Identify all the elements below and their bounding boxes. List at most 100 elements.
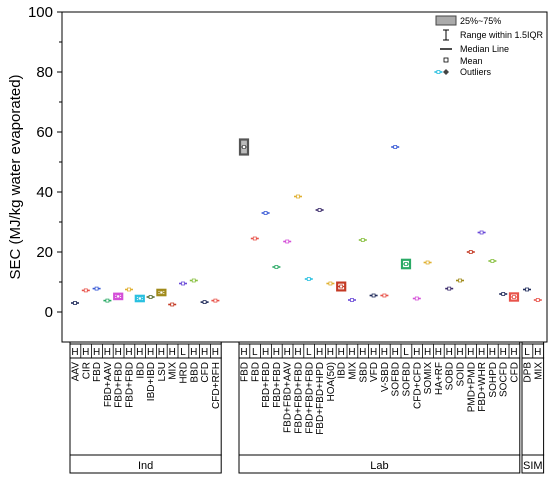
mean-marker — [425, 260, 430, 265]
mean-marker — [181, 281, 185, 286]
mean-marker — [159, 290, 164, 295]
mean-marker — [501, 292, 506, 296]
legend-label: Median Line — [460, 44, 509, 54]
level-label: H — [284, 347, 291, 358]
level-label: H — [169, 347, 176, 358]
mean-marker — [436, 70, 441, 74]
mean-marker — [414, 296, 419, 301]
mean-marker — [202, 300, 207, 305]
level-label: H — [104, 347, 111, 358]
category-label: FBD+FBD — [272, 362, 283, 408]
legend-mean-swatch — [443, 57, 449, 63]
level-label: H — [294, 347, 301, 358]
mean-marker — [360, 238, 365, 242]
legend-box-swatch — [435, 15, 457, 26]
mean-marker — [468, 250, 473, 254]
level-label: H — [392, 347, 399, 358]
mean-marker — [382, 293, 387, 298]
category-label: FBD+FBD — [125, 362, 136, 408]
category-label: FBD — [92, 362, 103, 382]
category-label: FBD+FBD+FBD — [304, 362, 315, 434]
category-label: AAV — [71, 362, 82, 382]
category-label: SBD — [358, 362, 369, 383]
category-label: CFD — [510, 362, 521, 383]
category-label: FBD+WHR — [477, 362, 488, 412]
category-label: FBD+AAV — [103, 362, 114, 407]
mean-marker — [328, 281, 333, 286]
y-tick-label: 20 — [36, 244, 53, 261]
category-label: HOA(50) — [326, 362, 337, 401]
mean-marker — [512, 295, 516, 299]
mean-marker — [213, 298, 218, 303]
y-tick-label: 40 — [36, 184, 53, 201]
mean-marker — [317, 208, 322, 212]
plot-frame — [61, 11, 548, 343]
mean-marker — [285, 239, 290, 244]
category-label: IBD — [135, 362, 146, 379]
mean-marker — [296, 194, 300, 199]
category-label: SOID — [456, 362, 467, 386]
mean-marker — [127, 287, 131, 292]
legend-outlier-swatch — [443, 69, 449, 75]
mean-marker — [116, 294, 121, 299]
category-label: LSU — [157, 362, 168, 381]
mean-marker — [274, 265, 279, 269]
level-label: L — [252, 347, 258, 358]
level-label: H — [158, 347, 165, 358]
category-label: FBD+FBD+HPD — [315, 362, 326, 435]
category-label: MIX — [348, 362, 359, 380]
y-tick-label: 80 — [36, 64, 53, 81]
level-label: H — [534, 347, 541, 358]
y-tick-label: 100 — [28, 4, 53, 21]
mean-marker — [404, 262, 408, 266]
level-label: H — [212, 347, 219, 358]
level-label: H — [489, 347, 496, 358]
level-label: L — [180, 347, 186, 358]
level-label: H — [370, 347, 377, 358]
group-row-frame — [521, 454, 545, 474]
level-label: H — [190, 347, 197, 358]
mean-marker — [393, 145, 398, 149]
group-row-frame — [69, 454, 222, 474]
level-label: H — [93, 347, 100, 358]
mean-marker — [148, 295, 153, 299]
category-label: MIX — [168, 362, 179, 380]
mean-marker — [94, 286, 99, 291]
mean-marker — [137, 296, 142, 301]
level-label: H — [273, 347, 280, 358]
legend-label: Outliers — [460, 67, 492, 77]
level-label: H — [510, 347, 517, 358]
group-label: Ind — [138, 460, 153, 472]
y-axis-title: SEC (MJ/kg water evaporated) — [7, 74, 24, 279]
level-label: H — [201, 347, 208, 358]
mean-marker — [170, 302, 175, 307]
mean-marker — [479, 230, 484, 235]
mean-marker — [306, 277, 311, 281]
level-label: H — [435, 347, 442, 358]
group-row-frame — [238, 454, 521, 474]
legend-label: 25%~75% — [460, 16, 501, 26]
legend-label: Mean — [460, 56, 483, 66]
level-label: H — [413, 347, 420, 358]
group-label: Lab — [370, 460, 388, 472]
category-label: SOFBD — [391, 362, 402, 396]
category-label: SOHPD — [488, 362, 499, 398]
category-label: DPB — [523, 362, 534, 383]
mean-marker — [73, 301, 77, 305]
category-label: SOMIX — [423, 362, 434, 395]
y-tick-label: 0 — [45, 304, 53, 321]
category-label: CFD — [200, 362, 211, 383]
level-label: H — [467, 347, 474, 358]
category-label: FBD+FBD+AAV — [283, 362, 294, 433]
category-label: SOBD — [445, 362, 456, 390]
plot-area: 0 20 40 60 80 100 SEC (MJ/kg water evaporated) — [7, 4, 548, 343]
mean-marker — [105, 298, 110, 303]
mean-marker — [350, 298, 354, 302]
category-label: IBD — [337, 362, 348, 379]
level-label: H — [262, 347, 269, 358]
category-label: CIR — [81, 362, 92, 379]
level-label: H — [316, 347, 323, 358]
category-label: HRD — [179, 362, 190, 384]
category-label: V-SBD — [380, 362, 391, 392]
level-label: H — [327, 347, 334, 358]
